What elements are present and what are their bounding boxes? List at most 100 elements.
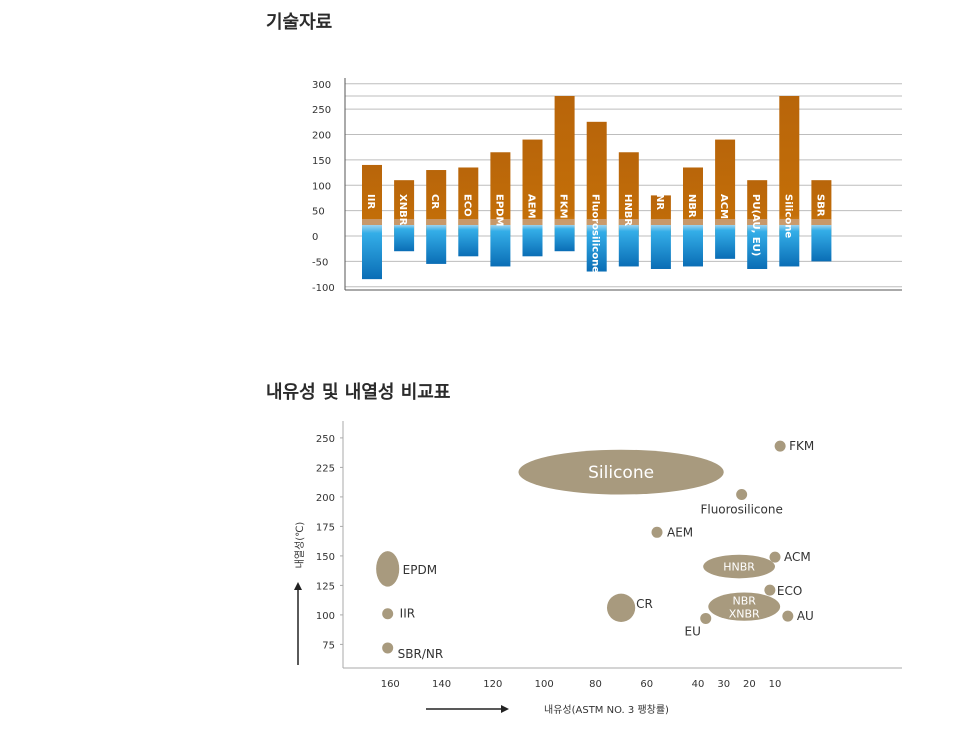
x-tick-label: 80	[589, 679, 602, 690]
tech-data-heading: 기술자료	[266, 12, 333, 33]
y-tick-label: 0	[312, 232, 318, 243]
x-tick-label: 10	[769, 679, 782, 690]
bar-min-XNBR	[394, 225, 415, 252]
bar-min-NR	[650, 225, 671, 269]
point-aem	[651, 526, 663, 538]
bar-category-label: IIR	[365, 194, 376, 209]
ellipse-nbr-xnbr	[708, 592, 781, 621]
point-label-cr: CR	[636, 597, 653, 611]
y-tick-label: 225	[316, 463, 335, 474]
point-label-acm: ACM	[784, 550, 811, 564]
point-au	[782, 610, 794, 622]
bar-min-ACM	[715, 225, 736, 259]
y-tick-label: 125	[316, 581, 335, 592]
bar-min-SBR	[811, 225, 832, 262]
bar-category-label: Silicone	[782, 194, 793, 238]
y-tick-label: 100	[312, 181, 331, 192]
point-sbr-nr	[382, 642, 394, 654]
point-iir	[382, 608, 394, 620]
bar-max-IIR	[362, 164, 382, 236]
point-acm	[769, 551, 781, 563]
point-label-hnbr: HNBR	[723, 560, 755, 573]
y-tick-label: -50	[312, 257, 328, 268]
bar-min-FKM	[554, 225, 575, 252]
bar-max-HNBR	[618, 152, 639, 236]
bar-max-Fluorosilicone	[586, 121, 607, 236]
bar-category-label: NR	[654, 194, 665, 210]
bar-min-ECO	[458, 225, 479, 257]
bar-min-NBR	[683, 225, 703, 267]
bar-max-Silicone	[779, 96, 800, 236]
bar-category-label: CR	[429, 194, 440, 209]
bar-max-NBR	[683, 167, 703, 236]
point-label-au: AU	[797, 609, 814, 623]
bar-category-label: SBR	[814, 194, 825, 217]
bar-transition	[683, 219, 703, 225]
point-label-sbr-nr: SBR/NR	[398, 647, 444, 661]
bar-transition	[362, 219, 382, 225]
x-tick-label: 40	[692, 679, 705, 690]
bar-transition	[458, 219, 479, 225]
point-label-aem: AEM	[667, 525, 693, 539]
bar-transition	[586, 219, 607, 225]
bar-max-FKM	[554, 96, 575, 236]
bar-category-label: FKM	[558, 194, 569, 219]
bar-transition	[779, 219, 800, 225]
bar-category-label: AEM	[526, 194, 537, 219]
y-tick-label: 150	[312, 156, 331, 167]
point-eco	[764, 584, 776, 596]
x-axis-title: 내유성(ASTM NO. 3 팽창률)	[544, 704, 669, 716]
x-tick-label: 20	[743, 679, 756, 690]
x-tick-label: 160	[381, 679, 400, 690]
bar-category-label: HNBR	[622, 194, 633, 226]
bar-category-label: ECO	[461, 194, 472, 217]
y-axis-arrowhead	[294, 582, 302, 590]
bar-min-Silicone	[779, 225, 800, 267]
bar-category-label: NBR	[686, 194, 697, 218]
bar-transition	[490, 219, 511, 225]
point-label-fluorosilicone: Fluorosilicone	[700, 503, 782, 517]
point-label-silicone: Silicone	[588, 463, 654, 483]
bar-min-PU(AU, EU)	[747, 225, 768, 269]
x-tick-label: 120	[483, 679, 502, 690]
bar-category-label: XNBR	[397, 194, 408, 226]
bar-category-label: PU(AU, EU)	[750, 194, 761, 256]
bar-min-Fluorosilicone	[586, 225, 607, 272]
y-tick-label: 150	[316, 552, 335, 563]
bar-min-IIR	[362, 225, 382, 280]
bar-min-EPDM	[490, 225, 511, 267]
bar-max-AEM	[522, 139, 543, 236]
y-tick-label: 250	[312, 105, 331, 116]
bar-min-AEM	[522, 225, 543, 257]
bar-transition	[715, 219, 736, 225]
point-label-epdm: EPDM	[403, 563, 437, 577]
ellipse-silicone	[518, 449, 724, 495]
x-tick-label: 100	[535, 679, 554, 690]
bar-transition	[618, 219, 639, 225]
x-tick-label: 60	[640, 679, 653, 690]
ellipse-cr	[606, 593, 636, 622]
point-label-fkm: FKM	[789, 439, 814, 453]
point-label-nbr-xnbr: NBR XNBR	[729, 594, 760, 620]
point-label-iir: IIR	[400, 607, 415, 621]
ellipse-hnbr	[703, 554, 776, 579]
x-axis-arrowhead	[501, 705, 509, 713]
y-tick-label: 200	[312, 131, 331, 142]
point-fkm	[774, 440, 786, 452]
ellipse-epdm	[376, 551, 400, 587]
bar-transition	[650, 219, 671, 225]
bar-transition	[394, 219, 415, 225]
bar-transition	[426, 219, 447, 225]
bar-max-EPDM	[490, 152, 511, 236]
bar-max-ECO	[458, 167, 479, 236]
bar-min-CR	[426, 225, 447, 264]
bar-category-label: EPDM	[493, 194, 504, 226]
comparison-heading: 내유성 및 내열성 비교표	[266, 382, 451, 403]
x-tick-label: 30	[717, 679, 730, 690]
y-tick-label: 300	[312, 80, 331, 91]
y-tick-label: 250	[316, 434, 335, 445]
y-tick-label: 50	[312, 207, 325, 218]
y-tick-label: 175	[316, 522, 335, 533]
